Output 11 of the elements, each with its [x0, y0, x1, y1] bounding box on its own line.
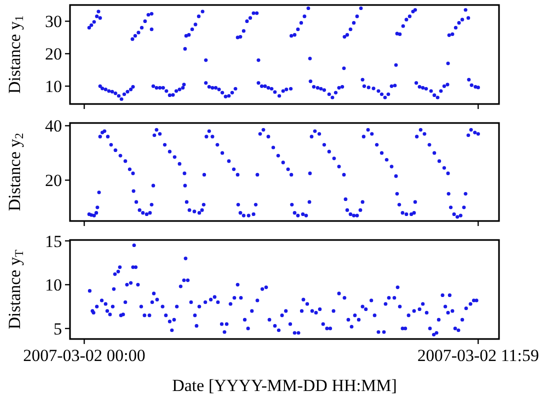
x-tick-label: 2007-03-02 11:59 [417, 346, 540, 365]
y-tick-label: 20 [45, 171, 62, 190]
y-tick-label: 5 [54, 319, 62, 338]
x-tick-label: 2007-03-02 00:00 [23, 346, 146, 365]
y-tick-label: 10 [45, 77, 62, 96]
y-tick-label: 20 [45, 44, 62, 64]
y-tick-label: 30 [45, 12, 62, 32]
x-axis-title: Date [YYYY-MM-DD HH:MM] [172, 376, 397, 395]
y-tick-label: 40 [45, 116, 62, 136]
y-tick-label: 15 [45, 232, 62, 251]
y-tick-label: 10 [45, 276, 62, 295]
